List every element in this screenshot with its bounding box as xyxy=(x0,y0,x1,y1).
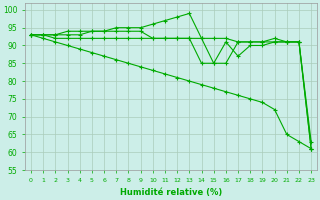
X-axis label: Humidité relative (%): Humidité relative (%) xyxy=(120,188,222,197)
